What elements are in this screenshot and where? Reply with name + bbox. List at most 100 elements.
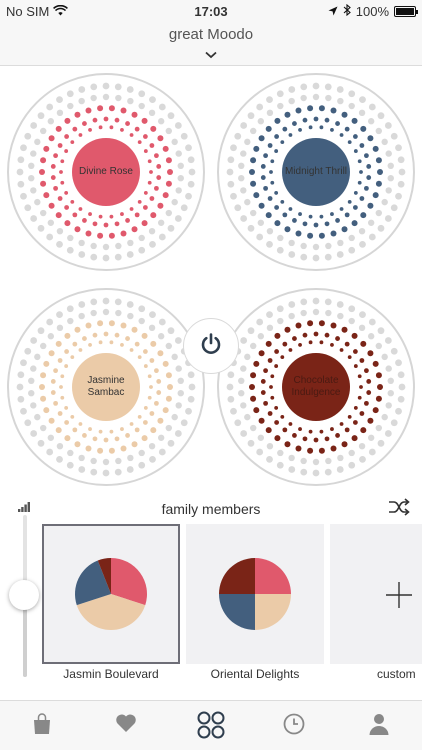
capsule-dot [108,320,115,327]
capsule-dot [300,253,308,261]
capsule-dot [384,215,392,222]
user-icon[interactable] [369,713,389,740]
capsule-dot [330,212,334,216]
capsule-dot [47,434,55,441]
capsule-dot [395,192,402,200]
capsule-dot [30,430,38,437]
capsule-dot [359,385,363,389]
capsule-dot [277,234,284,242]
intensity-slider-thumb[interactable] [9,580,39,610]
capsule-slot-4[interactable]: Chocolate Indulgence [216,287,416,487]
capsule-dot [274,205,280,210]
capsule-dot [16,383,24,391]
capsule-dot [276,461,284,469]
capsule-dot [266,324,274,332]
capsule-dot [397,371,405,379]
power-icon [199,332,223,361]
capsule-dot [387,377,394,385]
device-header[interactable]: great Moodo [0,22,422,66]
capsule-dot [129,207,134,211]
capsule-dot [165,157,172,164]
capsule-dot [156,379,162,384]
capsule-dot [312,458,320,466]
capsule-dot [64,220,71,227]
capsule-dot [157,135,164,142]
mix-card-custom[interactable] [330,524,422,664]
capsule-dot [115,309,122,317]
pie-slice [219,594,255,630]
capsule-dot [165,127,172,135]
capsule-dot [115,457,122,465]
capsule-dot [137,199,142,204]
pie-slice [255,558,291,594]
capsule-dot [147,180,152,185]
capsule-dot [167,327,175,335]
capsule-dot [97,232,104,239]
capsule-dot [313,116,319,122]
capsule-dot [171,198,178,206]
capsule-dot [48,202,55,209]
clock-icon[interactable] [283,713,305,740]
capsule-dot [335,218,340,223]
four-circles-icon[interactable] [197,711,225,744]
shopping-bag-icon[interactable] [33,713,51,740]
capsule-dot [114,83,122,91]
capsule-dot [40,342,47,350]
capsule-slot-2[interactable]: Midnight Thrill [216,72,416,272]
capsule-dot [359,411,365,416]
capsule-dot [335,433,340,438]
capsule-dot [162,407,169,414]
capsule-slot-1[interactable]: Divine Rose [6,72,206,272]
capsule-dot [312,82,320,90]
capsule-dot [325,457,332,465]
capsule-dot [368,448,376,456]
capsule-dot [125,121,130,126]
capsule-dot [395,407,402,415]
capsule-dot [53,185,58,191]
capsule-dot [341,326,348,333]
shuffle-icon[interactable] [388,498,410,521]
capsule-dot [397,395,405,403]
capsule-dot [102,458,110,466]
capsule-dot [276,246,284,254]
capsule-dot [138,305,146,313]
capsule-dot [238,389,245,397]
capsule-dot [46,103,54,111]
capsule-dot [390,347,398,355]
capsule-dot [324,298,332,306]
capsule-dot [34,413,41,421]
capsule-dot [240,122,248,129]
capsule-dot [142,420,148,425]
capsule-dot [187,180,195,188]
chevron-down-icon[interactable] [204,46,218,64]
capsule-dot [357,180,362,185]
capsule-dot [276,305,284,313]
capsule-dot [385,150,392,157]
capsule-dot [48,417,55,424]
capsule-dot [292,433,297,438]
capsule-dot [34,353,41,361]
capsule-dot [129,422,134,426]
capsule-dot [40,424,47,432]
capsule-dot [375,372,382,379]
heart-icon[interactable] [115,713,137,738]
mix-card-oriental-delights[interactable] [186,524,324,664]
capsule-dot [274,191,279,195]
capsule-dot [167,112,175,120]
power-button[interactable] [183,318,239,374]
capsule-dot [377,169,383,175]
capsule-dot [288,422,293,426]
capsule-dot [377,439,385,447]
mix-card-jasmin-boulevard[interactable] [42,524,180,664]
capsule-dot [312,254,320,262]
capsule-dot [377,112,385,120]
capsule-dot [298,343,302,347]
capsule-dot [358,324,366,332]
capsule-slot-3[interactable]: Jasmine Sambac [6,287,206,487]
capsule-dot [30,187,37,194]
device-title[interactable]: great Moodo [168,26,254,43]
capsule-dot [260,379,266,384]
capsule-dot [147,374,152,379]
capsule-dot [185,407,192,415]
capsule-dot [244,198,251,206]
